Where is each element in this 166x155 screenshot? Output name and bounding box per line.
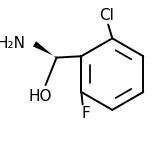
Text: Cl: Cl — [99, 8, 114, 23]
Text: HO: HO — [28, 89, 52, 104]
Text: H₂N: H₂N — [0, 36, 26, 51]
Text: F: F — [81, 106, 90, 121]
Polygon shape — [33, 41, 57, 58]
